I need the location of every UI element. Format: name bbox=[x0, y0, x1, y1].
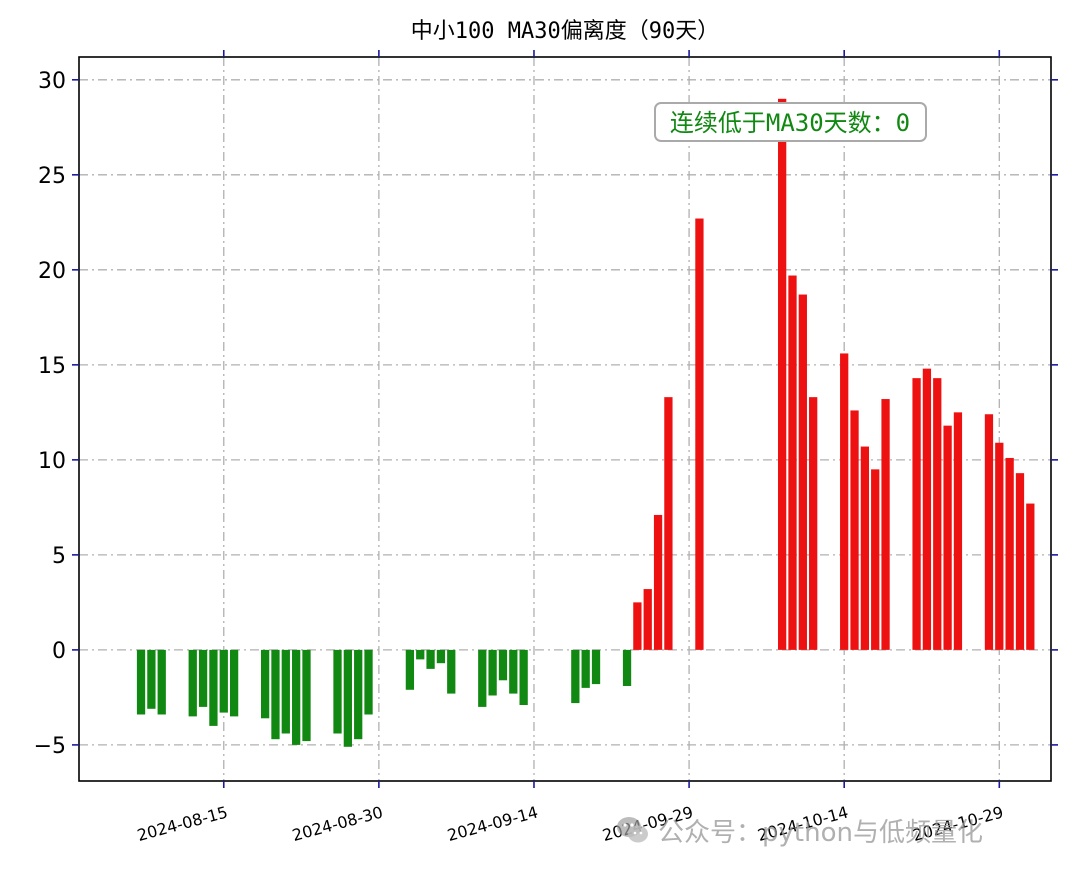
bar bbox=[571, 649, 580, 704]
bar bbox=[229, 649, 239, 717]
y-tick-label: 25 bbox=[38, 164, 66, 189]
bar-series bbox=[136, 98, 1035, 747]
bar bbox=[1005, 457, 1014, 650]
chart-title: 中小100 MA30偏离度（90天） bbox=[411, 19, 719, 44]
x-tick-label: 2024-08-15 bbox=[135, 803, 230, 845]
bar bbox=[653, 514, 663, 650]
bar bbox=[198, 649, 208, 707]
bar bbox=[953, 412, 963, 650]
bar bbox=[581, 649, 590, 688]
bar bbox=[416, 649, 425, 660]
y-tick-label: 10 bbox=[38, 449, 66, 474]
bar bbox=[633, 602, 642, 650]
bar bbox=[798, 294, 807, 650]
bar bbox=[333, 649, 342, 734]
y-tick-label: −5 bbox=[34, 734, 66, 759]
bar bbox=[943, 425, 952, 650]
bar bbox=[850, 410, 859, 650]
annotation-text: 连续低于MA30天数：0 bbox=[670, 109, 910, 137]
bar bbox=[622, 649, 632, 686]
bar bbox=[695, 218, 704, 650]
plot-frame bbox=[78, 56, 1052, 782]
bar bbox=[664, 397, 673, 650]
bar bbox=[426, 649, 435, 669]
bar bbox=[860, 446, 870, 650]
bar bbox=[343, 649, 352, 747]
bar bbox=[364, 649, 373, 715]
bar bbox=[292, 649, 301, 745]
bar bbox=[447, 649, 456, 694]
bar bbox=[498, 649, 508, 681]
bar bbox=[188, 649, 197, 717]
x-tick-label: 2024-08-30 bbox=[290, 803, 385, 845]
bar bbox=[209, 649, 218, 726]
bar bbox=[219, 649, 228, 713]
bar bbox=[354, 649, 363, 740]
annotation-frame bbox=[654, 102, 927, 142]
bar bbox=[933, 378, 942, 650]
bar bbox=[591, 649, 601, 685]
bar bbox=[809, 397, 818, 650]
bar bbox=[643, 589, 652, 650]
bar bbox=[136, 649, 146, 715]
bar bbox=[984, 414, 994, 650]
bar bbox=[922, 368, 932, 650]
bar bbox=[519, 649, 528, 705]
bar bbox=[881, 399, 890, 650]
watermark-text: 公众号：python与低频量化 bbox=[658, 817, 983, 848]
bar bbox=[302, 649, 311, 742]
y-tick-label: 30 bbox=[38, 69, 66, 94]
y-tick-label: 5 bbox=[52, 544, 66, 569]
watermark: 公众号：python与低频量化 bbox=[616, 808, 983, 852]
bar bbox=[840, 353, 849, 650]
annotation-box: 连续低于MA30天数：0 bbox=[654, 102, 927, 142]
bar bbox=[509, 649, 518, 694]
bar bbox=[436, 649, 446, 664]
bar bbox=[478, 649, 487, 707]
y-tick-label: 20 bbox=[38, 259, 66, 284]
bar bbox=[405, 649, 415, 690]
bar bbox=[147, 649, 156, 709]
bar bbox=[912, 378, 921, 650]
bar bbox=[778, 98, 787, 650]
bar bbox=[871, 469, 880, 650]
x-tick-label: 2024-09-14 bbox=[445, 803, 540, 845]
bar bbox=[281, 649, 290, 734]
bar bbox=[788, 275, 797, 650]
bar bbox=[1015, 473, 1025, 650]
bar bbox=[995, 442, 1004, 650]
bar bbox=[157, 649, 166, 715]
y-tick-label: 15 bbox=[38, 354, 66, 379]
bar bbox=[260, 649, 270, 719]
wechat-icon bbox=[616, 815, 650, 845]
y-tick-label: 0 bbox=[52, 639, 66, 664]
axis-ticks: −5 0 5 10 15 20 25 30 2024-08-15 2024-08-30 2024-0… bbox=[34, 50, 1058, 845]
bar bbox=[1026, 503, 1035, 650]
bar bbox=[488, 649, 497, 696]
bar bbox=[271, 649, 280, 740]
